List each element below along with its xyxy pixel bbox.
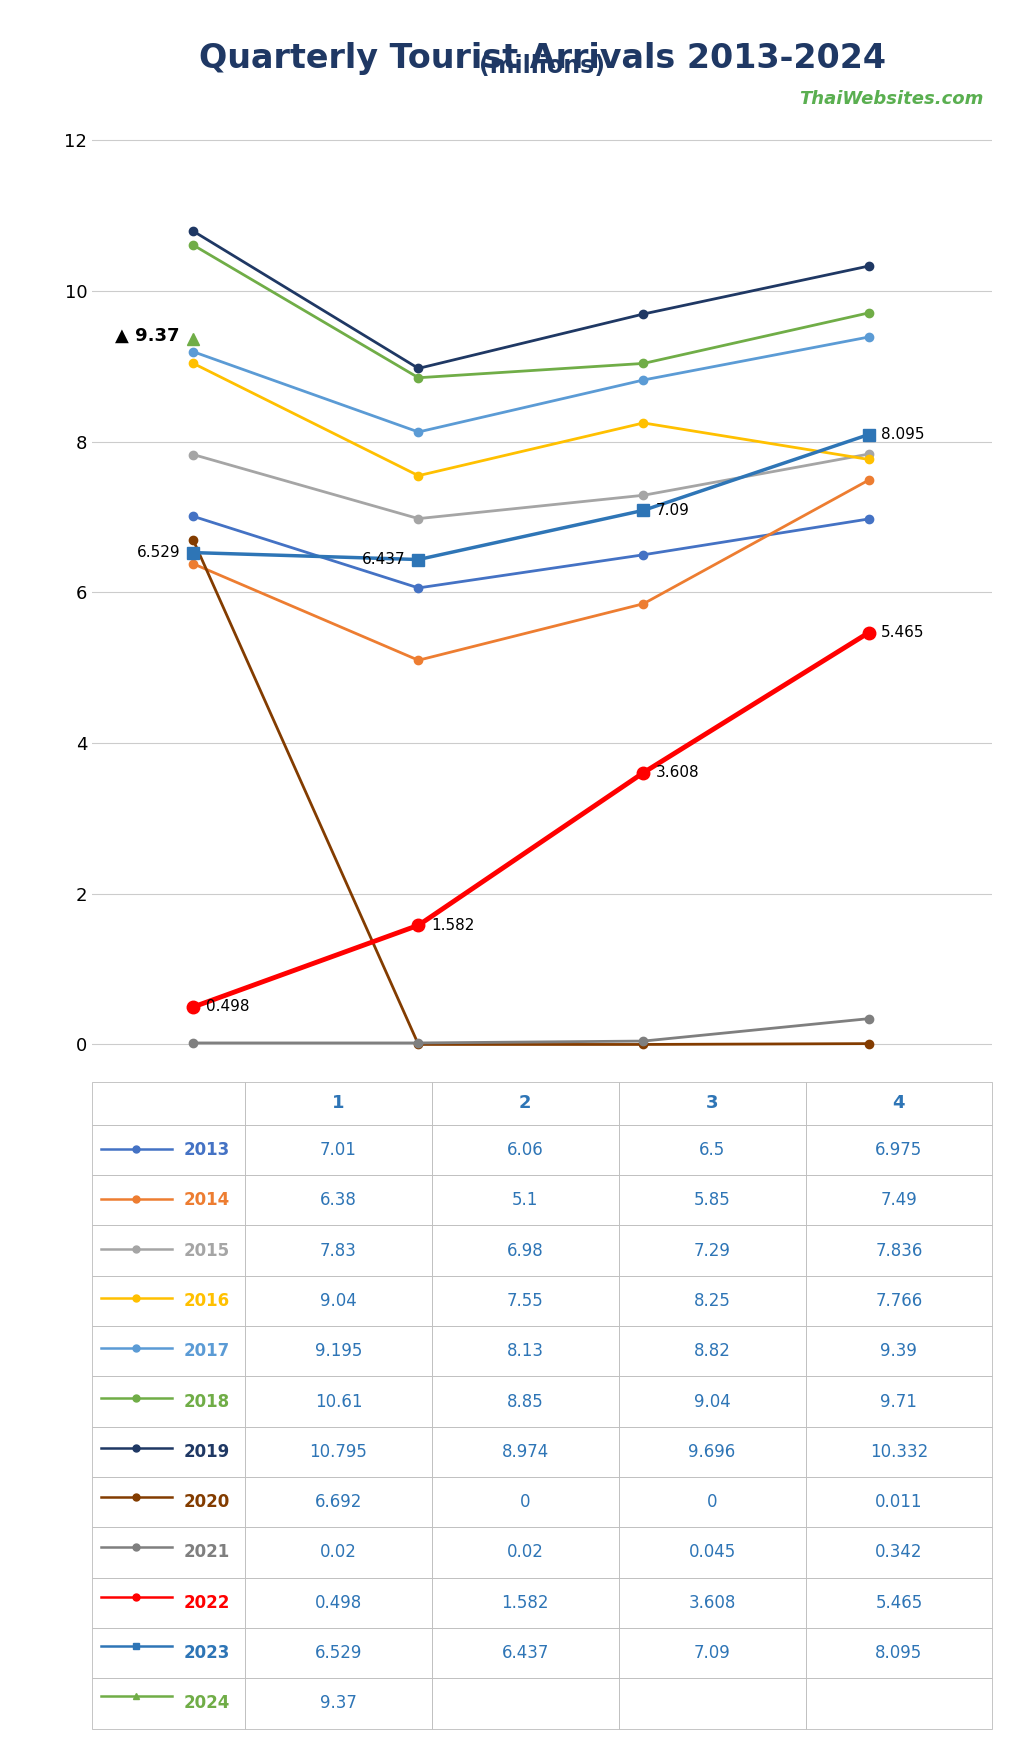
Text: 1.582: 1.582 [431, 918, 475, 932]
Text: 3.608: 3.608 [656, 765, 700, 780]
Text: 7.09: 7.09 [656, 503, 690, 519]
Text: 6.437: 6.437 [362, 552, 406, 567]
Text: Quarterly Tourist Arrivals 2013-2024: Quarterly Tourist Arrivals 2013-2024 [198, 42, 886, 75]
Text: (millions): (millions) [479, 54, 606, 79]
Text: 6.529: 6.529 [137, 545, 181, 560]
Text: 8.095: 8.095 [881, 428, 925, 442]
Text: 0.498: 0.498 [206, 999, 250, 1014]
Text: ThaiWebsites.com: ThaiWebsites.com [799, 91, 983, 108]
Text: 5.465: 5.465 [881, 625, 925, 641]
Text: ▲ 9.37: ▲ 9.37 [115, 327, 179, 344]
